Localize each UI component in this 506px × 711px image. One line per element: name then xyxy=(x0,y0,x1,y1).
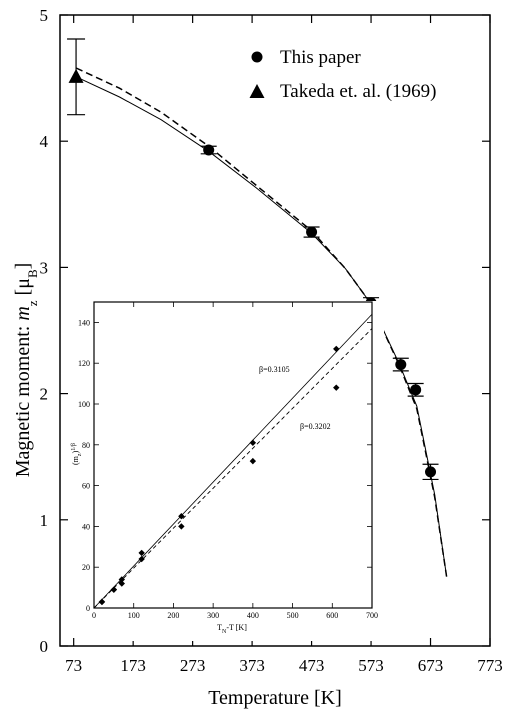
inset-series-label-0.3202: β=0.3202 xyxy=(300,422,331,431)
main-y-axis-label-unit-open: [μ xyxy=(12,278,34,300)
inset-point-beta-0.3105 xyxy=(249,439,257,446)
inset-x-tick-label: 200 xyxy=(167,611,179,620)
inset-x-tick-label: 600 xyxy=(326,611,338,620)
main-point-this-paper xyxy=(203,144,215,156)
inset-y-tick-label: 0 xyxy=(86,604,90,613)
inset-y-tick-label: 80 xyxy=(82,441,90,450)
legend-marker-this-paper xyxy=(251,51,263,63)
inset-x-tick-label: 100 xyxy=(128,611,140,620)
main-y-tick-label: 2 xyxy=(40,385,49,404)
inset-x-axis-label: TN-T [K] xyxy=(217,623,247,635)
inset-series-label-0.3105: β=0.3105 xyxy=(259,365,290,374)
inset-x-axis-label-rest: -T [K] xyxy=(226,623,247,632)
inset-point-beta-0.3202 xyxy=(178,523,185,530)
inset-point-beta-0.3202 xyxy=(249,457,257,465)
inset-x-tick-label: 700 xyxy=(366,611,378,620)
main-point-this-paper xyxy=(395,359,407,371)
main-x-tick-label: 73 xyxy=(65,656,82,675)
main-y-axis-label-var: m xyxy=(12,306,34,320)
main-x-tick-label: 673 xyxy=(418,656,444,675)
main-x-tick-label: 173 xyxy=(120,656,146,675)
main-plot-frame xyxy=(59,14,491,647)
legend-marker-takeda xyxy=(249,84,265,98)
main-y-tick-label: 3 xyxy=(40,258,49,277)
main-x-tick-label: 273 xyxy=(180,656,206,675)
inset-x-tick-label: 500 xyxy=(287,611,299,620)
main-y-axis-label-unit-sub: B xyxy=(25,269,40,278)
inset-point-beta-0.3105 xyxy=(178,513,185,520)
main-x-axis-label: Temperature [K] xyxy=(208,687,342,709)
inset-y-tick-label: 140 xyxy=(78,318,90,327)
inset-y-tick-label: 60 xyxy=(82,482,90,491)
main-fit-line-dashed xyxy=(75,67,448,577)
inset-x-tick-label: 300 xyxy=(207,611,219,620)
main-y-axis-label-sub: z xyxy=(25,300,40,306)
inset-point-beta-0.3202 xyxy=(138,555,145,563)
inset-y-tick-label: 20 xyxy=(82,563,90,572)
main-y-axis-label: Magnetic moment: mz [μB] xyxy=(12,263,40,478)
legend-label-this-paper: This paper xyxy=(280,47,361,68)
inset-point-beta-0.3202 xyxy=(333,384,340,391)
main-y-axis-label-main: Magnetic moment: xyxy=(12,321,34,478)
inset-y-axis-label-power: 1/β xyxy=(71,443,77,451)
main-y-axis-label-unit-close: ] xyxy=(12,263,34,270)
inset-y-axis-label-sub: z xyxy=(77,453,83,456)
inset-point-beta-0.3202 xyxy=(110,586,118,593)
main-point-this-paper xyxy=(425,466,437,478)
inset-x-axis-label-sub: N xyxy=(222,629,227,635)
inset-plot: 0 100 200 300 400 500 600 700 0 20 40 60 80 100 120 140… xyxy=(78,301,384,641)
inset-plot-frame xyxy=(93,301,373,609)
inset-y-axis-label: (mz)1/β xyxy=(71,443,83,465)
main-y-tick-label: 4 xyxy=(40,132,49,151)
inset-y-axis-label-sup: ) xyxy=(71,450,80,453)
main-x-tick-label: 473 xyxy=(299,656,325,675)
legend: This paper Takeda et. al. (1969) xyxy=(249,47,436,102)
inset-point-beta-0.3105 xyxy=(118,576,125,583)
inset-y-axis-label-main: (m xyxy=(71,455,80,465)
inset-x-axis-label-main: T xyxy=(217,623,222,632)
inset-point-beta-0.3202 xyxy=(118,580,125,587)
main-y-tick-label: 1 xyxy=(40,511,49,530)
inset-background xyxy=(80,301,384,641)
main-point-this-paper xyxy=(410,384,422,396)
inset-point-beta-0.3105 xyxy=(138,549,145,557)
main-x-tick-label: 373 xyxy=(239,656,265,675)
inset-x-tick-label: 0 xyxy=(92,611,96,620)
inset-fit-line-dashed xyxy=(93,328,373,609)
inset-y-tick-label: 40 xyxy=(82,522,90,531)
main-x-tick-label: 573 xyxy=(358,656,384,675)
inset-point-beta-0.3202 xyxy=(98,598,106,606)
main-point-this-paper xyxy=(306,226,318,238)
main-point-takeda xyxy=(68,68,84,83)
main-y-tick-label: 0 xyxy=(40,637,49,656)
legend-label-takeda: Takeda et. al. (1969) xyxy=(280,81,436,102)
inset-y-tick-label: 100 xyxy=(78,400,90,409)
main-y-tick-label: 5 xyxy=(40,6,49,25)
inset-point-beta-0.3105 xyxy=(333,345,340,353)
main-x-tick-label: 773 xyxy=(477,656,503,675)
inset-x-tick-label: 400 xyxy=(247,611,259,620)
inset-y-tick-label: 120 xyxy=(78,359,90,368)
